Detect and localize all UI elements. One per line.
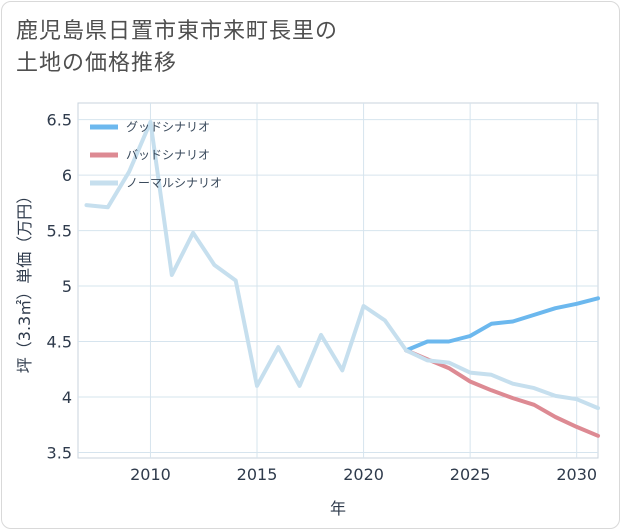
x-tick-label: 2015 xyxy=(237,465,278,484)
x-tick-label: 2020 xyxy=(343,465,384,484)
y-tick-label: 5.5 xyxy=(47,222,72,241)
legend-label: バッドシナリオ xyxy=(126,148,210,162)
x-tick-label: 2025 xyxy=(450,465,491,484)
legend-label: ノーマルシナリオ xyxy=(126,176,222,190)
y-axis-title: 坪（3.3㎡）単価（万円） xyxy=(15,188,34,373)
series-line xyxy=(84,119,600,411)
chart-title-line2: 土地の価格推移 xyxy=(16,51,178,76)
x-tick-label: 2030 xyxy=(556,465,597,484)
x-axis-title: 年 xyxy=(330,499,346,518)
series-line xyxy=(404,348,600,438)
y-tick-label: 3.5 xyxy=(47,443,72,462)
chart-title: 鹿児島県日置市東市来町長里の 土地の価格推移 xyxy=(16,16,338,80)
chart-title-line1: 鹿児島県日置市東市来町長里の xyxy=(16,19,339,44)
y-tick-label: 6 xyxy=(62,166,72,185)
legend-label: グッドシナリオ xyxy=(126,120,210,134)
y-tick-label: 6.5 xyxy=(47,111,72,130)
y-axis-ticks: 3.5 4 4.5 5 5.5 6 6.5 xyxy=(47,111,72,463)
series-line xyxy=(404,296,600,353)
y-tick-label: 4.5 xyxy=(47,333,72,352)
y-tick-label: 5 xyxy=(62,277,72,296)
y-tick-label: 4 xyxy=(62,388,72,407)
x-axis-ticks: 2010 2015 2020 2025 2030 xyxy=(130,465,597,484)
series-lines xyxy=(84,119,600,438)
x-tick-label: 2010 xyxy=(130,465,171,484)
